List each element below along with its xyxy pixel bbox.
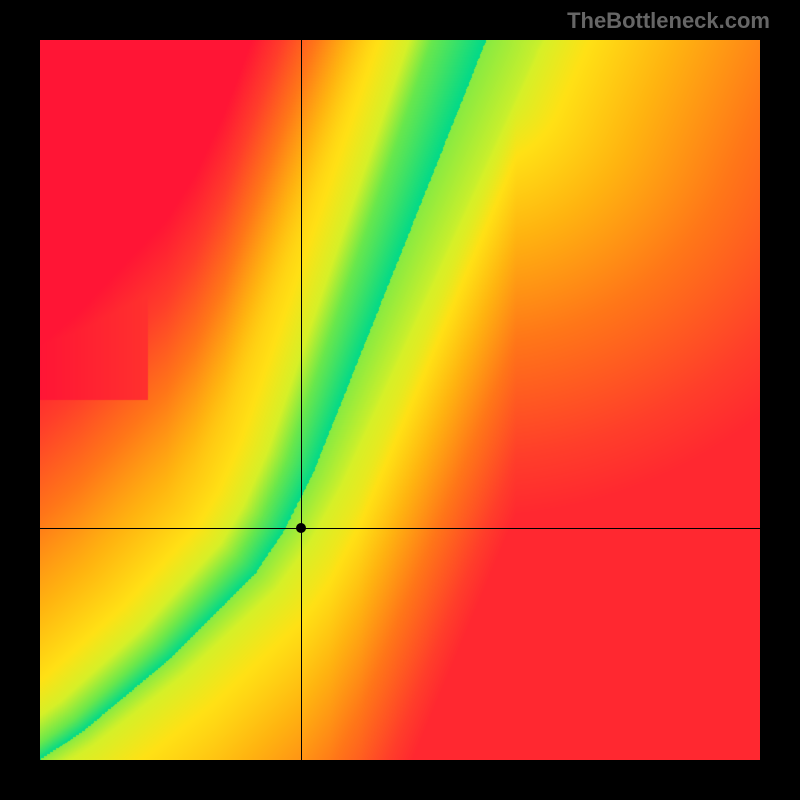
watermark-text: TheBottleneck.com: [567, 8, 770, 34]
crosshair-horizontal: [40, 528, 760, 529]
marker-dot: [296, 523, 306, 533]
heatmap-canvas: [40, 40, 760, 760]
crosshair-vertical: [301, 40, 302, 760]
heatmap-plot: [40, 40, 760, 760]
